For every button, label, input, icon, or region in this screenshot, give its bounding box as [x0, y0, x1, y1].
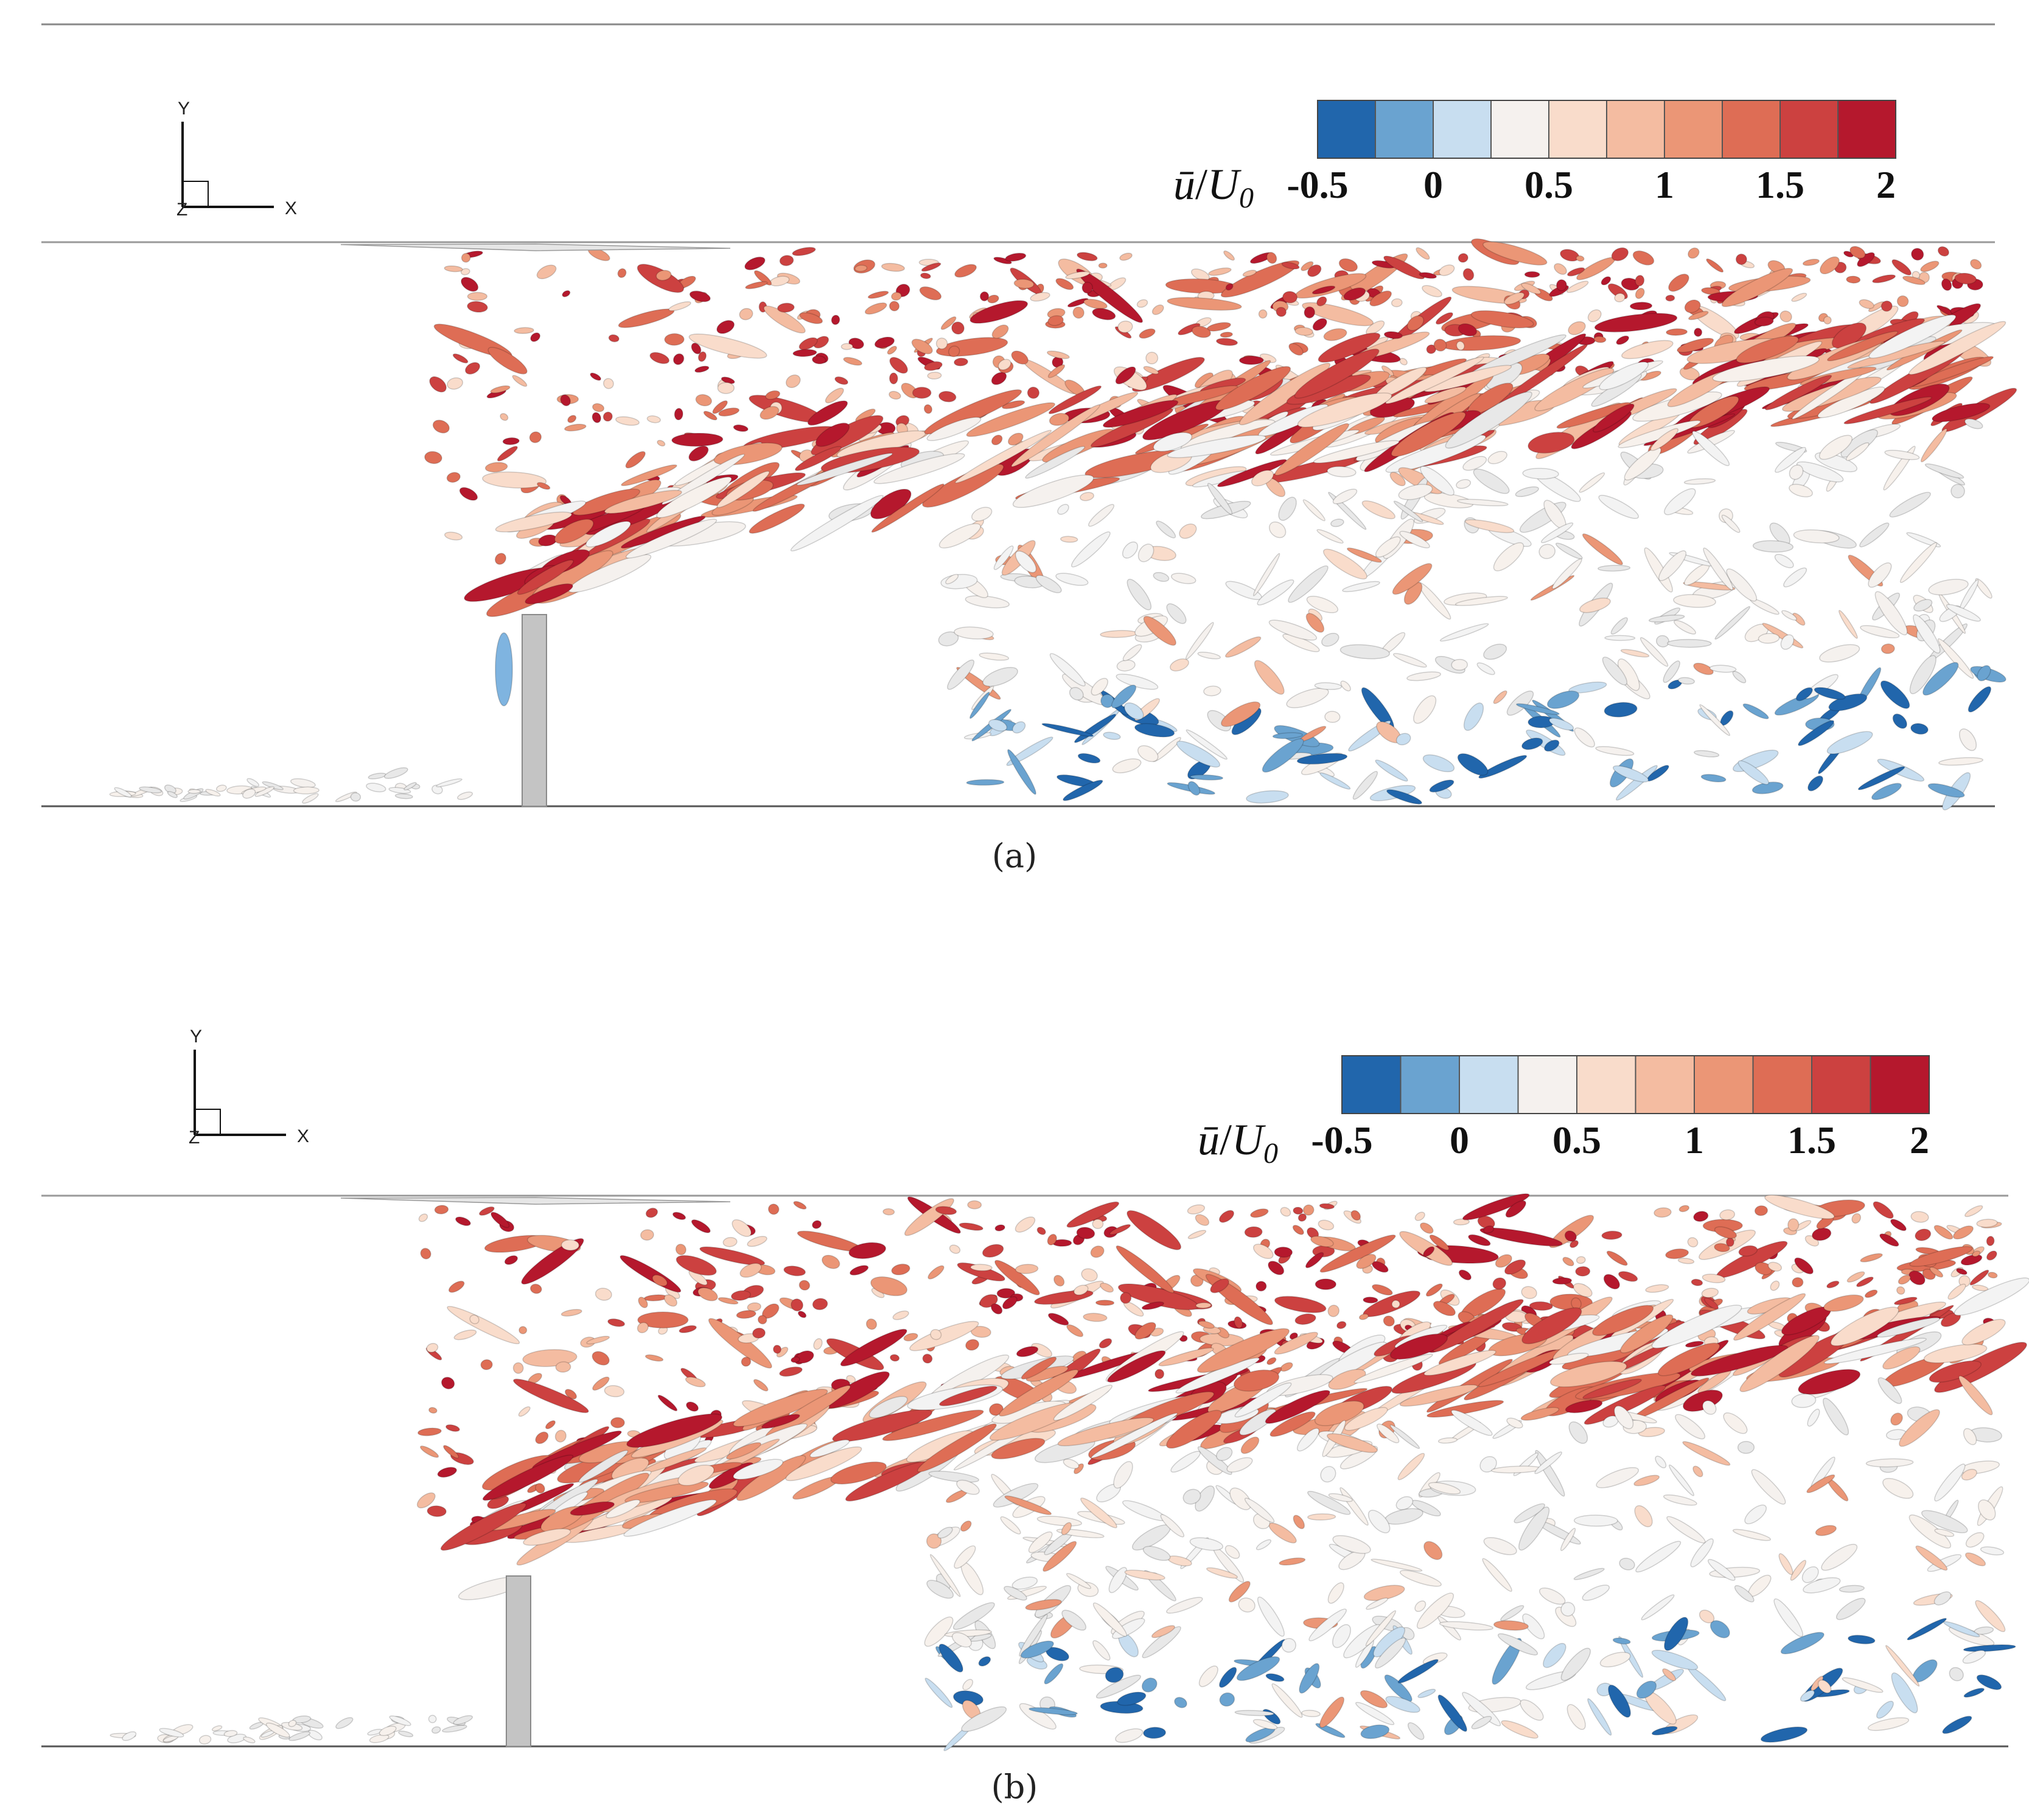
- panel-b-colorbar-level: [1400, 1056, 1460, 1114]
- panel-b-colorbar-label: ū/U0: [1198, 1115, 1278, 1170]
- panel-a-vortex-structures: [109, 238, 2017, 811]
- panel-b-x-axis-label: X: [297, 1126, 309, 1146]
- panel-b-axes-triad: Y X Z: [189, 1027, 309, 1148]
- panel-b-colorbar-level: [1577, 1056, 1636, 1114]
- panel-b-colorbar-tick: -0.5: [1311, 1118, 1372, 1162]
- panel-a-colorbar-tick: 2: [1876, 163, 1896, 206]
- panel-a-colorbar-level: [1375, 100, 1434, 158]
- panel-b-colorbar-tick: 1.5: [1787, 1118, 1836, 1162]
- panel-a-colorbar-level: [1664, 100, 1723, 158]
- panel-a-colorbar-level: [1838, 100, 1896, 158]
- panel-a-axes-triad: Y X Z: [176, 99, 297, 220]
- panel-a-colorbar-level: [1780, 100, 1839, 158]
- panel-a-colorbar-tick: 1.5: [1756, 163, 1804, 206]
- panel-b-colorbar-tick: 0.5: [1552, 1118, 1601, 1162]
- panel-b-colorbar: -0.5 0 0.5 1 1.5 2 ū/U0: [1198, 1055, 1930, 1170]
- panel-a-colorbar-level: [1722, 100, 1781, 158]
- panel-b-colorbar-tick: 1: [1685, 1118, 1704, 1162]
- panel-b-bluff-body: [506, 1575, 531, 1747]
- panel-a-z-axis-label: Z: [176, 200, 187, 220]
- panel-a-colorbar-label: ū/U0: [1173, 160, 1254, 214]
- panel-a-colorbar-level: [1607, 100, 1665, 158]
- panel-a-x-axis-label: X: [285, 198, 297, 218]
- panel-a-colorbar-level: [1433, 100, 1492, 158]
- panel-a-colorbar-level: [1491, 100, 1549, 158]
- panel-a-colorbar-tick: -0.5: [1287, 163, 1348, 206]
- panel-a-colorbar-level: [1549, 100, 1607, 158]
- panel-b-vortex-structures: [110, 1193, 2029, 1751]
- panel-b-render: Y X Z -0.5 0 0.5 1 1.5 2 ū/U0: [41, 1027, 2029, 1751]
- panel-b-colorbar-level: [1694, 1056, 1753, 1114]
- panel-b-colorbar-tick: 2: [1910, 1118, 1929, 1162]
- panel-a-colorbar-level: [1318, 100, 1376, 158]
- caption-a: (a): [991, 837, 1038, 875]
- panel-b-y-axis-label: Y: [190, 1027, 202, 1047]
- panel-a-y-axis-label: Y: [178, 99, 190, 119]
- panel-b-colorbar-level: [1635, 1056, 1695, 1114]
- panel-b-colorbar-level: [1518, 1056, 1577, 1114]
- panel-a-colorbar-tick: 1: [1655, 163, 1674, 206]
- panel-a-colorbar: -0.5 0 0.5 1 1.5 2 ū/U0: [1173, 100, 1896, 214]
- panel-b-colorbar-level: [1870, 1056, 1930, 1114]
- panel-b-domain-frame: [41, 1194, 2008, 1748]
- panel-b-z-axis-label: Z: [189, 1128, 200, 1148]
- panel-b-colorbar-tick: 0: [1450, 1118, 1469, 1162]
- panel-a-colorbar-tick: 0.5: [1524, 163, 1573, 206]
- panel-a-colorbar-tick: 0: [1423, 163, 1443, 206]
- panel-b-colorbar-level: [1342, 1056, 1401, 1114]
- caption-b: (b): [991, 1768, 1038, 1806]
- panel-b-colorbar-level: [1753, 1056, 1812, 1114]
- panel-b-colorbar-level: [1459, 1056, 1518, 1114]
- panel-a-domain-frame: [41, 23, 1995, 807]
- panel-b-colorbar-level: [1812, 1056, 1871, 1114]
- panel-a-bluff-body: [495, 614, 547, 807]
- panel-a-render: Y X Z -0.5 0 0.5 1 1.5 2 ū/U0: [41, 23, 2017, 811]
